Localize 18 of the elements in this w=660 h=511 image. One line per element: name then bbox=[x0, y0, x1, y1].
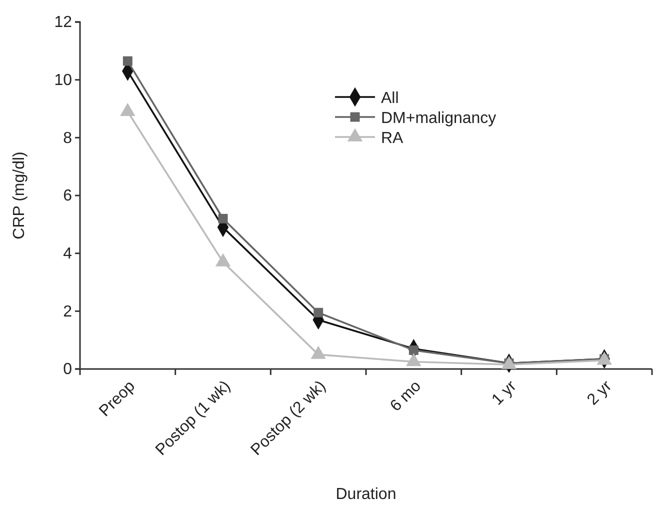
legend-label: DM+malignancy bbox=[381, 110, 496, 127]
x-tick-label: 6 mo bbox=[387, 378, 425, 415]
x-tick-label: 1 yr bbox=[488, 377, 520, 409]
y-tick-label: 10 bbox=[54, 72, 72, 89]
point bbox=[218, 214, 228, 224]
y-tick-label: 12 bbox=[54, 14, 72, 32]
x-tick-label: 2 yr bbox=[584, 377, 616, 409]
point bbox=[314, 308, 324, 318]
y-tick-label: 6 bbox=[63, 188, 72, 205]
legend-label: RA bbox=[381, 130, 404, 147]
y-tick-label: 8 bbox=[63, 130, 72, 147]
y-tick-label: 4 bbox=[63, 245, 72, 262]
y-tick-label: 0 bbox=[63, 361, 72, 378]
y-axis-title: CRP (mg/dl) bbox=[11, 152, 28, 240]
x-axis-title: Duration bbox=[336, 486, 396, 503]
y-tick-label: 2 bbox=[63, 303, 72, 320]
point bbox=[122, 56, 132, 66]
legend-label: All bbox=[381, 90, 399, 107]
